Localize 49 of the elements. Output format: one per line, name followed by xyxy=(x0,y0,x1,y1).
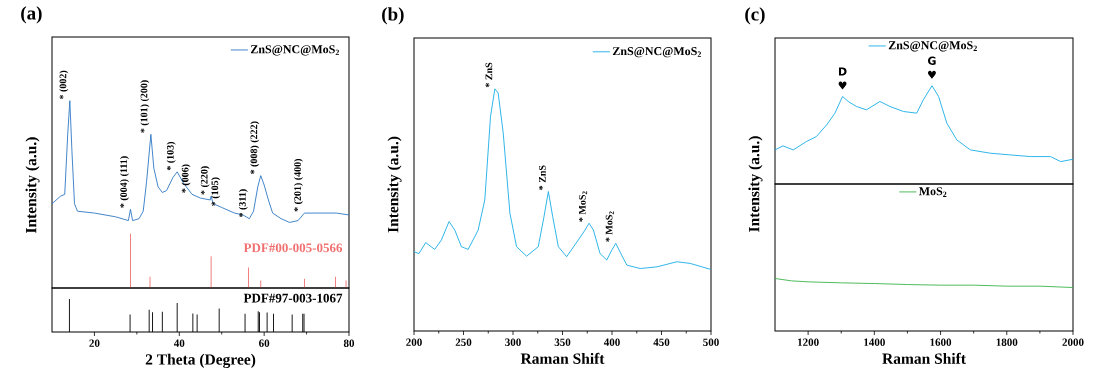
x-tick-label: 20 xyxy=(89,339,100,347)
chart-title: (a) xyxy=(21,6,42,24)
legend-label: ZnS@NC@MoS$_{2}$ xyxy=(250,45,340,56)
x-tick-label: 300 xyxy=(505,338,521,346)
x-tick-label: 1200 xyxy=(797,338,819,346)
y-axis-title: Intensity (a.u.) xyxy=(387,136,402,233)
x-axis-title: Raman Shift xyxy=(520,352,605,364)
legend-label: MoS$_{2}$ xyxy=(918,187,947,197)
annotation: D xyxy=(838,67,847,76)
annotation: * (103) xyxy=(166,141,176,171)
x-tick-label: 60 xyxy=(259,339,270,347)
x-tick-label: 450 xyxy=(653,338,670,346)
legend-label: ZnS@NC@MoS$_{2}$ xyxy=(888,41,977,52)
x-tick-label: 200 xyxy=(406,338,422,346)
x-tick-label: 500 xyxy=(703,338,719,346)
annotation: * (105) xyxy=(211,177,221,206)
x-tick-label: 400 xyxy=(603,338,620,346)
annotation: * MoS$_{2}$ xyxy=(605,211,614,242)
annotation: * (008) (222) xyxy=(250,121,260,174)
x-tick-label: 40 xyxy=(173,339,185,347)
annotation: * (002) xyxy=(59,70,69,100)
x-tick-label: 1800 xyxy=(996,338,1018,346)
x-tick-label: 350 xyxy=(554,338,571,346)
x-tick-label: 2000 xyxy=(1062,338,1084,346)
series-label: PDF#97-003-1067 xyxy=(243,293,343,303)
annotation: * (201) (400) xyxy=(293,159,303,212)
x-axis-title: Raman Shift xyxy=(882,352,966,364)
annotation: G xyxy=(927,56,936,65)
y-axis-title: Intensity (a.u.) xyxy=(748,136,763,232)
y-axis-title: Intensity (a.u.) xyxy=(25,137,40,234)
x-axis-title: 2 Theta (Degree) xyxy=(145,353,256,368)
annotation: * ZnS xyxy=(538,165,546,190)
annotation: * (006) xyxy=(181,164,191,193)
annotation: ♥ xyxy=(927,70,936,79)
annotation: * (004) (111) xyxy=(119,156,130,208)
annotation: * MoS$_{2}$ xyxy=(578,191,588,222)
annotation: * ZnS xyxy=(485,62,493,88)
series-label: PDF#00-005-0566 xyxy=(243,243,343,253)
annotation: * (101) (200) xyxy=(140,80,150,133)
annotation: * (220) xyxy=(200,166,210,195)
annotation: * (311) xyxy=(238,189,248,218)
x-tick-label: 80 xyxy=(343,339,355,347)
annotation: ♥ xyxy=(838,81,847,90)
x-tick-label: 250 xyxy=(455,338,472,346)
chart-title: (c) xyxy=(745,7,765,25)
x-tick-label: 1600 xyxy=(930,338,952,346)
chart-title: (b) xyxy=(382,7,404,25)
legend-label: ZnS@NC@MoS$_{2}$ xyxy=(612,47,702,58)
x-tick-label: 1400 xyxy=(864,338,885,346)
